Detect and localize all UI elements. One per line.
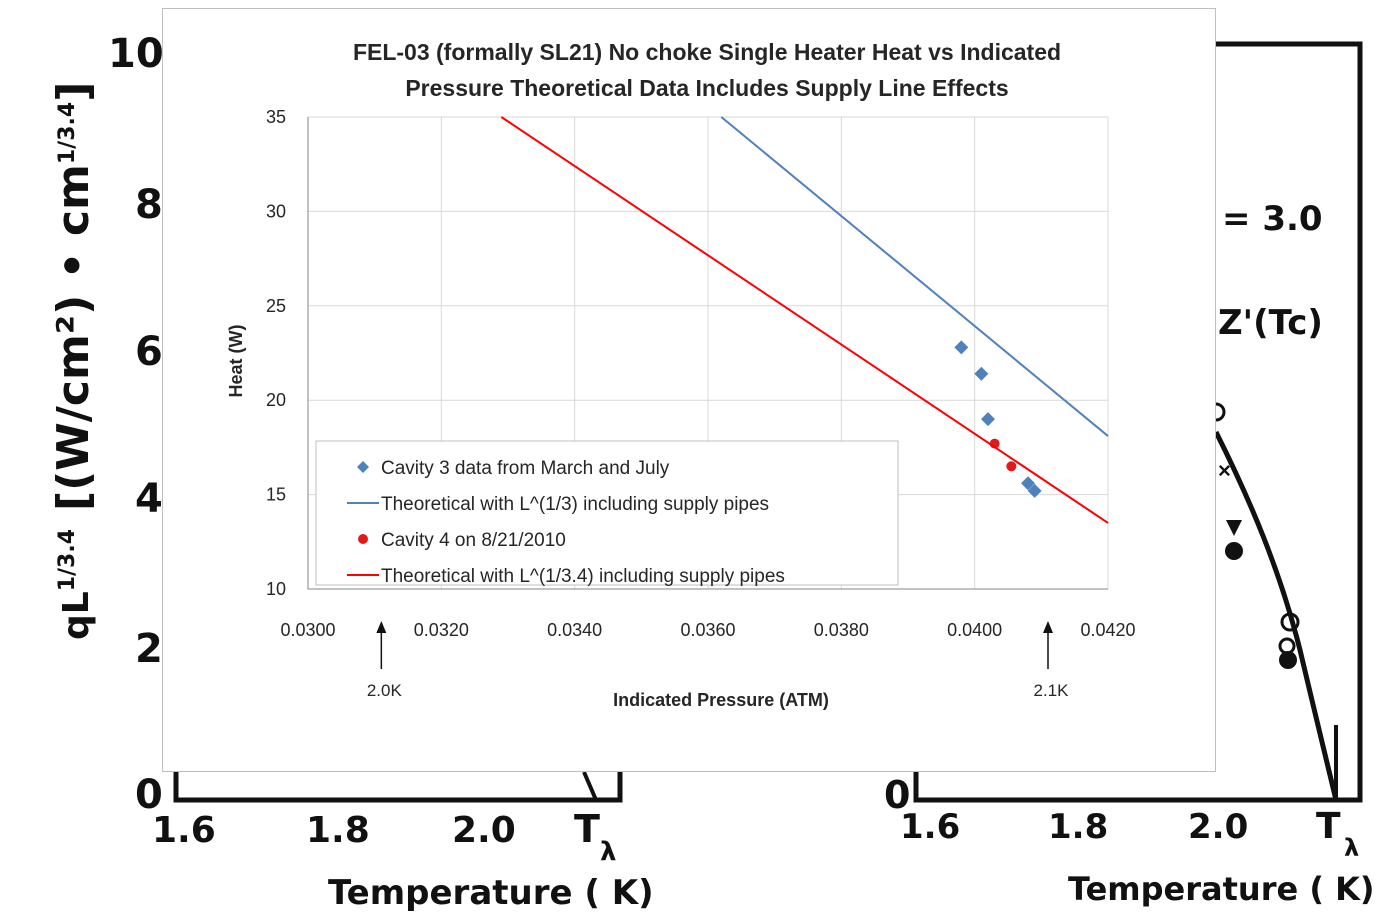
legend-diamond-symbol <box>357 461 369 473</box>
y-tick-label: 35 <box>266 107 286 127</box>
left-y-tick-8: 8 <box>135 182 163 228</box>
y-axis-label: Heat (W) <box>226 325 246 398</box>
y-tick-label: 25 <box>266 296 286 316</box>
data-point-diamond <box>954 340 969 355</box>
x-tick-label: 0.0400 <box>947 620 1002 640</box>
right-x-axis-label: Temperature ( K) <box>1068 870 1375 908</box>
legend-label: Cavity 4 on 8/21/2010 <box>381 530 566 551</box>
x-tick-label: 0.0420 <box>1080 620 1135 640</box>
legend: Cavity 3 data from March and July Theoret… <box>315 440 899 587</box>
data-point-circle <box>1006 461 1017 472</box>
left-y-tick-4: 4 <box>135 476 163 522</box>
series-layer <box>500 116 1109 524</box>
series-line-3 <box>500 116 1109 524</box>
annotation-label: 2.0K <box>367 681 403 700</box>
y-tick-label: 20 <box>266 390 286 410</box>
left-y-tick-6: 6 <box>135 329 163 375</box>
x-axis-label: Indicated Pressure (ATM) <box>613 690 829 710</box>
annotation-label: 2.1K <box>1034 681 1070 700</box>
x-tick-label: 0.0300 <box>280 620 335 640</box>
left-x-tick-1.8: 1.8 <box>306 810 370 851</box>
right-x-tick-1.8: 1.8 <box>1048 807 1108 847</box>
left-x-tick-T: T <box>574 807 600 851</box>
chart-title-line1: FEL-03 (formally SL21) No choke Single H… <box>353 39 1061 65</box>
left-y-tick-2: 2 <box>135 626 163 672</box>
legend-label: Theoretical with L^(1/3) including suppl… <box>381 494 769 515</box>
right-filled-marker-1 <box>1225 542 1243 560</box>
x-tick-label: 0.0320 <box>414 620 469 640</box>
x-tick-label: 0.0360 <box>680 620 735 640</box>
left-y-tick-10: 10 <box>108 31 164 77</box>
right-scanned-plot: = 3.0 Z'(Tc) × 0 1.6 1.8 2.0 T λ Tempera… <box>884 41 1375 908</box>
x-tick-label: 0.0340 <box>547 620 602 640</box>
x-tick-label: 0.0380 <box>814 620 869 640</box>
legend-circle-symbol <box>358 534 368 544</box>
right-curve <box>1213 430 1339 801</box>
left-frame <box>173 772 623 803</box>
data-point-diamond <box>981 412 995 427</box>
y-tick-label: 10 <box>266 579 286 599</box>
legend-box <box>315 440 899 586</box>
legend-label: Cavity 3 data from March and July <box>381 458 670 479</box>
annotation-arrow-head <box>376 621 387 633</box>
left-y-tick-0: 0 <box>135 772 163 818</box>
right-filled-marker-2 <box>1279 651 1297 669</box>
left-curve-stub <box>582 771 598 801</box>
right-x-tick-1.6: 1.6 <box>900 807 960 847</box>
data-point-diamond <box>1021 476 1035 491</box>
chart-title-line2: Pressure Theoretical Data Includes Suppl… <box>405 75 1008 101</box>
left-scanned-plot: 10 8 6 4 2 0 qL1/3.4[(W/cm²) • cm1/3.4] … <box>48 31 654 913</box>
left-x-tick-lambda: λ <box>600 837 616 867</box>
right-annotation-ratio: = 3.0 <box>1222 199 1323 239</box>
right-open-marker-2 <box>1280 612 1300 632</box>
right-cross-marker: × <box>1218 458 1231 483</box>
left-x-axis-label: Temperature ( K) <box>328 873 654 913</box>
axis-layer: 0.0300 0.0320 0.0340 0.0360 0.0380 0.0400 0.04… <box>266 107 1136 640</box>
right-triangle-marker <box>1226 520 1242 536</box>
data-point-diamond <box>974 366 989 381</box>
left-x-tick-2.0: 2.0 <box>452 810 516 851</box>
annotation-arrow-head <box>1043 621 1053 633</box>
right-x-tick-2.0: 2.0 <box>1188 807 1248 847</box>
annotation-layer: 2.0K 2.1K <box>367 621 1069 700</box>
chart-svg: FEL-03 (formally SL21) No choke Single H… <box>226 39 1136 710</box>
series-line-1 <box>720 116 1109 437</box>
legend-label: Theoretical with L^(1/3.4) including sup… <box>381 566 785 587</box>
left-y-axis-label: qL1/3.4[(W/cm²) • cm1/3.4] <box>48 82 99 640</box>
left-x-tick-1.6: 1.6 <box>152 810 216 851</box>
right-y-tick-0: 0 <box>884 773 910 817</box>
right-x-tick-lambda: λ <box>1344 834 1359 862</box>
right-frame <box>913 41 1363 803</box>
y-tick-label: 30 <box>266 201 286 221</box>
data-point-diamond <box>1027 483 1042 498</box>
right-open-marker-3 <box>1278 637 1296 655</box>
y-tick-label: 15 <box>266 485 286 505</box>
chart-overlay: FEL-03 (formally SL21) No choke Single H… <box>162 8 1216 772</box>
right-x-tick-T: T <box>1316 806 1341 847</box>
right-annotation-z: Z'(Tc) <box>1218 303 1323 343</box>
svg-text:qL1/3.4[(W/cm²) • cm1/3.4]: qL1/3.4[(W/cm²) • cm1/3.4] <box>48 82 99 640</box>
